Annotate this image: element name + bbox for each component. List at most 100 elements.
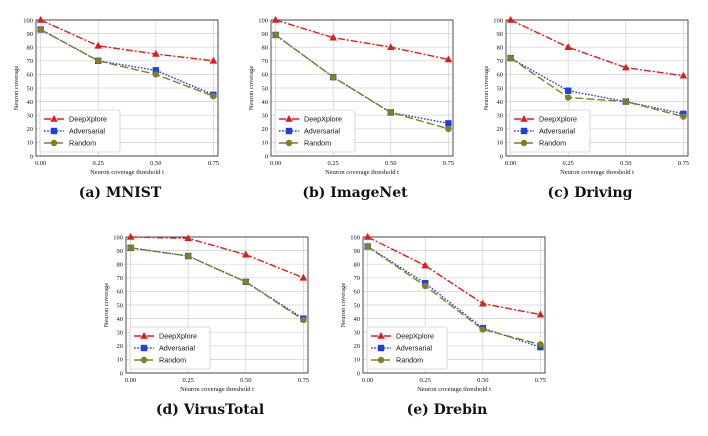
- y-tick-label: 0: [120, 370, 123, 377]
- y-tick-label: 0: [265, 153, 268, 160]
- data-point-random: [537, 341, 544, 348]
- series-line-random: [40, 28, 214, 97]
- x-tick-label: 0.75: [443, 160, 454, 167]
- data-point-random: [300, 316, 307, 324]
- y-tick-label: 100: [258, 17, 268, 24]
- x-axis-label: Neuron coverage threshold t: [180, 386, 254, 393]
- data-point-random: [272, 31, 279, 39]
- chart-imagenet: 0 10 20 30 40 50 60 70 80 90 100 0.00 0.25 0.50 0.75 Ne…: [248, 16, 454, 176]
- x-tick-label: 0.50: [150, 160, 161, 167]
- y-tick-label: 70: [262, 58, 269, 65]
- caption-drebin: (e) Drebin: [406, 402, 488, 418]
- x-tick-label: 0.00: [362, 377, 373, 384]
- legend-marker-deepxplore: [50, 115, 58, 122]
- legend-label-random: Random: [396, 356, 423, 365]
- y-tick-label: 60: [497, 72, 504, 79]
- y-tick-label: 100: [493, 17, 503, 24]
- legend-marker-random: [50, 139, 58, 147]
- legend-label-adversarial: Adversarial: [159, 344, 195, 353]
- y-tick-label: 60: [117, 289, 124, 296]
- data-point-random: [364, 243, 371, 250]
- data-point-random: [152, 71, 159, 78]
- legend-box: [366, 326, 448, 370]
- y-tick-label: 80: [497, 45, 504, 52]
- x-tick-label: 0.50: [240, 377, 251, 384]
- y-tick-label: 90: [27, 31, 34, 38]
- data-point-random: [479, 326, 486, 333]
- y-tick-label: 80: [262, 45, 269, 52]
- y-tick-label: 70: [497, 58, 504, 65]
- y-tick-label: 90: [354, 248, 361, 255]
- chart-driving: 0 10 20 30 40 50 60 70 80 90 100 0.00 0.25 0.50 0.75 Ne…: [483, 16, 689, 176]
- data-point-deepxplore: [299, 273, 308, 281]
- series-line-random: [130, 247, 304, 321]
- legend-marker-deepxplore: [377, 332, 385, 339]
- data-point-deepxplore: [151, 50, 160, 57]
- y-tick-label: 100: [23, 17, 33, 24]
- x-tick-label: 0.75: [208, 160, 219, 167]
- series-line-random: [367, 245, 541, 346]
- y-tick-label: 40: [117, 316, 124, 323]
- legend-label-random: Random: [304, 139, 331, 148]
- legend-label-adversarial: Adversarial: [304, 127, 340, 136]
- legend-box: [129, 326, 211, 370]
- data-point-random: [127, 244, 134, 252]
- legend-box: [39, 109, 121, 153]
- legend-marker-adversarial: [377, 344, 385, 352]
- data-point-deepxplore: [444, 55, 453, 63]
- caption-virustotal: (d) VirusTotal: [155, 402, 265, 418]
- chart-virustotal: 0 10 20 30 40 50 60 70 80 90 100 0.00 0.25 0.50 0.75 Ne…: [103, 233, 309, 393]
- plot-frame: [125, 236, 309, 374]
- y-axis-label: Neuron coverage: [103, 283, 110, 328]
- data-point-random: [422, 282, 429, 290]
- data-point-random: [242, 278, 249, 286]
- x-tick-label: 0.75: [535, 377, 546, 384]
- y-tick-label: 30: [497, 113, 504, 120]
- legend-label-random: Random: [159, 356, 186, 365]
- legend-label-deepxplore: DeepXplore: [539, 115, 577, 124]
- legend-label-random: Random: [539, 139, 566, 148]
- legend-marker-deepxplore: [285, 115, 293, 122]
- legend-label-deepxplore: DeepXplore: [69, 115, 107, 124]
- x-tick-label: 0.00: [505, 160, 516, 167]
- data-point-random: [445, 125, 452, 132]
- y-tick-label: 10: [262, 140, 269, 147]
- y-tick-label: 70: [354, 275, 361, 282]
- data-point-deepxplore: [386, 43, 395, 50]
- y-tick-label: 30: [354, 330, 361, 337]
- x-tick-label: 0.25: [183, 377, 194, 384]
- y-tick-label: 100: [113, 234, 123, 241]
- data-point-random: [507, 54, 514, 62]
- series-line-deepxplore: [367, 236, 541, 316]
- chart-mnist: 0 10 20 30 40 50 60 70 80 90 100 0.00 0.25 0.50 0.75 Ne…: [13, 16, 219, 176]
- legend-marker-deepxplore: [140, 332, 148, 339]
- plot-frame: [362, 236, 546, 374]
- data-point-deepxplore: [271, 16, 280, 23]
- series-line-random: [275, 34, 449, 130]
- y-tick-label: 70: [117, 275, 124, 282]
- y-tick-label: 50: [117, 302, 124, 309]
- data-point-random: [330, 73, 337, 81]
- legend-marker-adversarial: [285, 127, 293, 135]
- x-tick-label: 0.25: [563, 160, 574, 167]
- y-tick-label: 10: [497, 140, 504, 147]
- legend-box: [274, 109, 356, 153]
- y-tick-label: 10: [117, 357, 124, 364]
- series-line-adversarial: [510, 57, 684, 115]
- chart-drebin: 0 10 20 30 40 50 60 70 80 90 100 0.00 0.25 0.50 0.75 Ne…: [340, 233, 546, 393]
- y-tick-label: 20: [262, 126, 269, 133]
- y-tick-label: 40: [497, 99, 504, 106]
- legend-label-deepxplore: DeepXplore: [396, 332, 434, 341]
- x-tick-label: 0.25: [420, 377, 431, 384]
- y-tick-label: 50: [27, 85, 34, 92]
- legend-label-adversarial: Adversarial: [396, 344, 432, 353]
- data-point-random: [680, 113, 687, 120]
- y-tick-label: 80: [27, 45, 34, 52]
- data-point-random: [185, 252, 192, 260]
- y-tick-label: 10: [27, 140, 34, 147]
- series-line-deepxplore: [40, 19, 214, 62]
- y-tick-label: 10: [354, 357, 361, 364]
- data-point-random: [565, 94, 572, 101]
- legend-box: [509, 109, 591, 153]
- legend-marker-random: [285, 139, 293, 147]
